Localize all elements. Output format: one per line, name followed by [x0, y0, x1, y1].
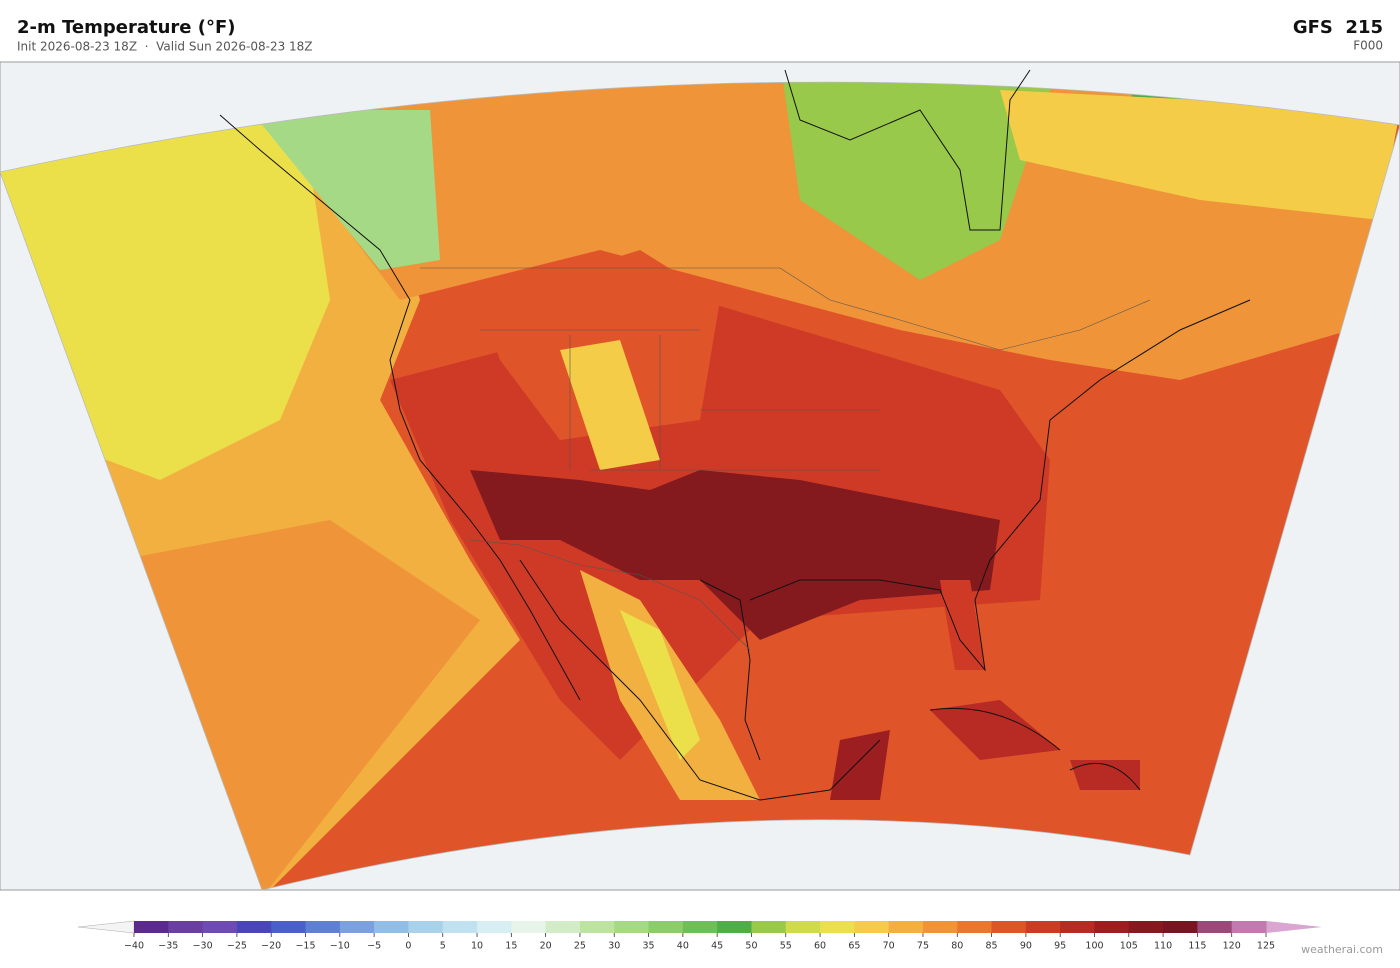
- colorbar-tick-label: 20: [540, 941, 552, 952]
- colorbar-bin: [408, 921, 444, 933]
- colorbar-tick-label: 25: [574, 941, 586, 952]
- colorbar-tick-label: −10: [330, 941, 350, 952]
- colorbar-bin: [1163, 921, 1198, 933]
- colorbar-tick-label: 60: [814, 941, 826, 952]
- colorbar-tick-label: 55: [780, 941, 792, 952]
- colorbar-bin: [305, 921, 341, 933]
- colorbar-bin: [339, 921, 375, 933]
- colorbar-bin: [134, 921, 169, 933]
- colorbar-bin: [477, 921, 512, 933]
- borders: [420, 267, 1151, 651]
- colorbar-bin: [1025, 921, 1061, 933]
- colorbar-bin: [614, 921, 650, 933]
- colorbar-tick-label: 65: [848, 941, 860, 952]
- colorbar-tick-label: 90: [1020, 941, 1032, 952]
- colorbar-bin: [1128, 921, 1164, 933]
- colorbar-bin: [922, 921, 958, 933]
- colorbar-tick-label: 100: [1085, 941, 1103, 952]
- colorbar-bin: [579, 921, 615, 933]
- colorbar-bin: [202, 921, 238, 933]
- colorbar-tick-label: −30: [193, 941, 213, 952]
- colorbar-bin: [1060, 921, 1095, 933]
- colorbar-bin: [442, 921, 478, 933]
- colorbar-bin: [1231, 921, 1267, 933]
- colorbar-bin: [1197, 921, 1233, 933]
- colorbar-tick-label: −35: [158, 941, 178, 952]
- colorbar-bin: [168, 921, 204, 933]
- colorbar-tick-label: 10: [471, 941, 483, 952]
- colorbar-tick-label: 45: [711, 941, 723, 952]
- colorbar-bin: [236, 921, 272, 933]
- subtitle: Init 2026-08-23 18Z · Valid Sun 2026-08-…: [17, 40, 313, 54]
- colorbar-over: [1266, 921, 1322, 933]
- colorbar-tick-label: 80: [951, 941, 963, 952]
- colorbar-tick-label: 75: [917, 941, 929, 952]
- colorbar-bin: [545, 921, 581, 933]
- colorbar-tick-label: 105: [1120, 941, 1138, 952]
- colorbar-bin: [374, 921, 409, 933]
- colorbar-tick-label: −40: [124, 941, 144, 952]
- colorbar-tick-label: 50: [745, 941, 757, 952]
- colorbar-tick-label: 35: [642, 941, 654, 952]
- colorbar-tick-label: 5: [440, 941, 446, 952]
- colorbar-bin: [957, 921, 993, 933]
- colorbar-tick-label: −5: [367, 941, 381, 952]
- colorbar-tick-label: 115: [1188, 941, 1206, 952]
- colorbar-bin: [271, 921, 307, 933]
- colorbar-tick-label: 0: [405, 941, 411, 952]
- colorbar-tick-label: 125: [1257, 941, 1275, 952]
- colorbar-bin: [682, 921, 718, 933]
- title: 2-m Temperature (°F): [17, 17, 236, 38]
- colorbar-bin: [751, 921, 787, 933]
- colorbar-bin: [888, 921, 924, 933]
- coastlines: [219, 69, 1251, 801]
- colorbar-bin: [785, 921, 821, 933]
- colorbar-bin: [511, 921, 547, 933]
- colorbar-bin: [648, 921, 684, 933]
- colorbar-bin: [820, 921, 855, 933]
- colorbar-bin: [991, 921, 1027, 933]
- colorbar-under: [77, 920, 135, 934]
- colorbar-tick-label: 85: [986, 941, 998, 952]
- colorbar-tick-label: 95: [1054, 941, 1066, 952]
- forecast-hour: F000: [1353, 39, 1383, 53]
- map: [0, 61, 1400, 891]
- colorbar-tick-label: 110: [1154, 941, 1172, 952]
- colorbar-tick-label: −25: [227, 941, 247, 952]
- colorbar-bin: [1094, 921, 1130, 933]
- model-label: GFS 215: [1293, 17, 1383, 38]
- colorbar-tick-label: −20: [261, 941, 281, 952]
- credit: weatherai.com: [1301, 943, 1383, 956]
- colorbar-tick-label: 70: [883, 941, 895, 952]
- colorbar-tick-label: −15: [295, 941, 315, 952]
- colorbar-tick-label: 40: [677, 941, 689, 952]
- colorbar-tick-label: 120: [1223, 941, 1241, 952]
- colorbar-tick-label: 15: [505, 941, 517, 952]
- colorbar-tick-label: 30: [608, 941, 620, 952]
- colorbar: −40 −35 −30 −25 −20 −15 −10 −5 0 5 10 15 20 25 30 35 40 4…: [77, 920, 1322, 952]
- colorbar-bin: [854, 921, 890, 933]
- colorbar-bin: [717, 921, 752, 933]
